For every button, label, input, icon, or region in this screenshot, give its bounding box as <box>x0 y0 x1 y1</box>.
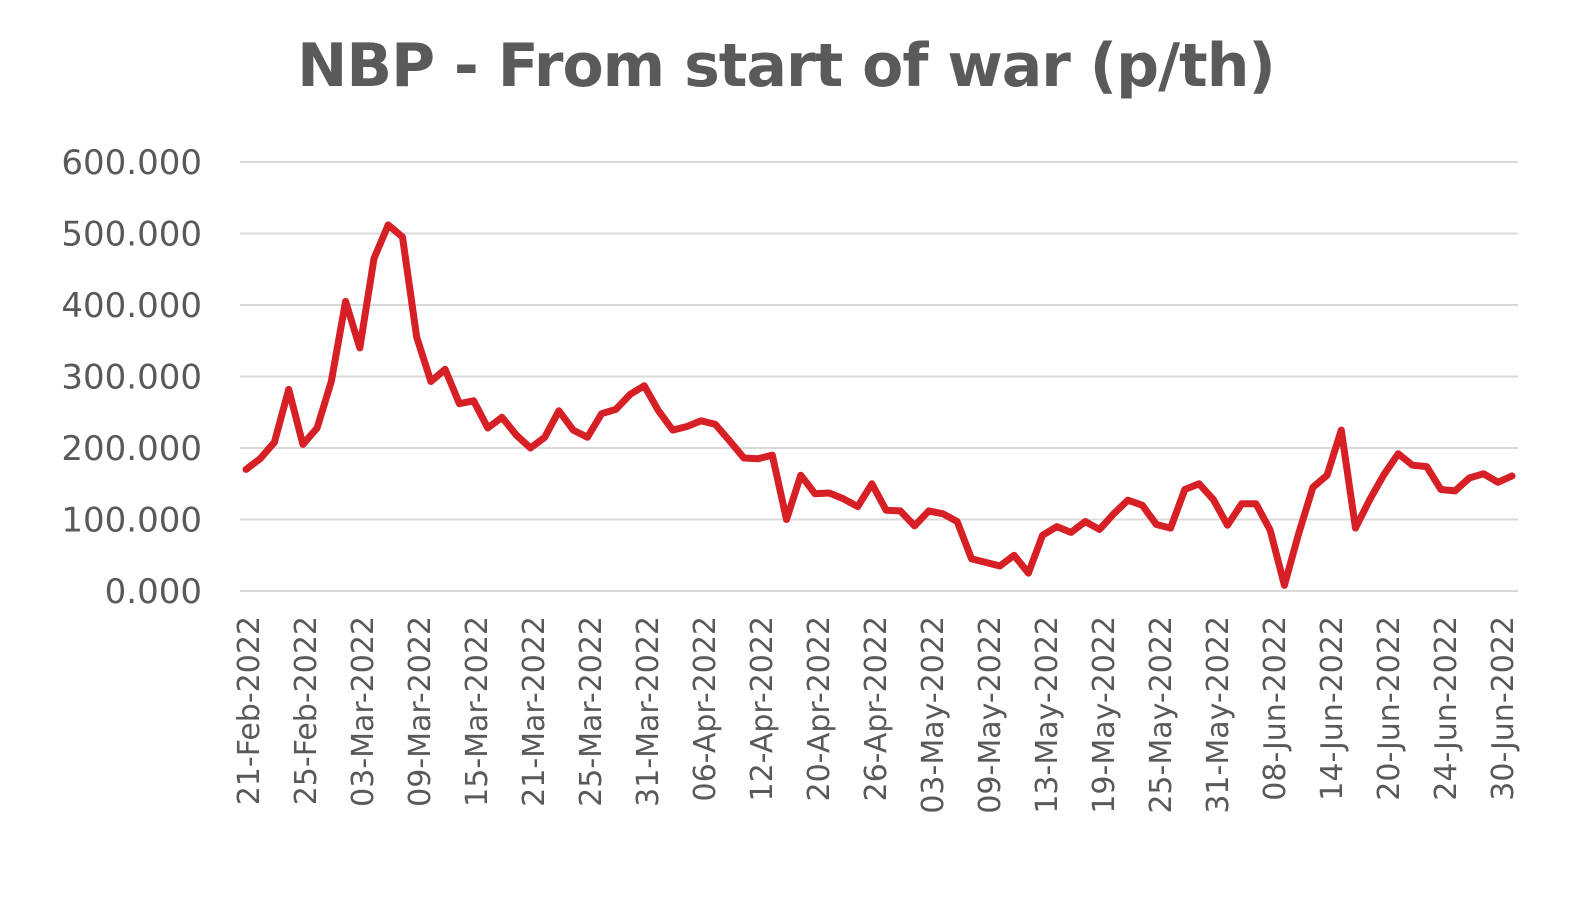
x-tick-label-21: 24-Jun-2022 <box>1429 616 1464 801</box>
y-tick-label-3: 300.000 <box>61 358 202 398</box>
x-tick-label-11: 26-Apr-2022 <box>859 616 894 802</box>
x-tick-label-1: 25-Feb-2022 <box>289 616 324 805</box>
x-tick-label-3: 09-Mar-2022 <box>403 616 438 807</box>
x-tick-label-2: 03-Mar-2022 <box>346 616 381 807</box>
y-tick-label-5: 500.000 <box>61 215 202 255</box>
x-tick-label-16: 25-May-2022 <box>1144 616 1179 814</box>
gridlines <box>240 161 1518 592</box>
x-tick-label-22: 30-Jun-2022 <box>1486 616 1521 801</box>
x-tick-label-8: 06-Apr-2022 <box>688 616 723 802</box>
x-tick-label-13: 09-May-2022 <box>973 616 1008 814</box>
x-tick-label-14: 13-May-2022 <box>1030 616 1065 814</box>
x-tick-label-17: 31-May-2022 <box>1201 616 1236 814</box>
series-line-0 <box>242 221 1516 589</box>
y-tick-label-4: 400.000 <box>61 286 202 326</box>
x-tick-label-19: 14-Jun-2022 <box>1315 616 1350 801</box>
chart-title: NBP - From start of war (p/th) <box>297 31 1276 101</box>
x-tick-label-10: 20-Apr-2022 <box>802 616 837 802</box>
x-tick-label-12: 03-May-2022 <box>916 616 951 814</box>
x-tick-label-6: 25-Mar-2022 <box>574 616 609 807</box>
x-axis-tick-labels: 21-Feb-2022 25-Feb-2022 03-Mar-2022 09-Mar-… <box>232 616 1521 814</box>
y-axis-tick-labels: 0.000 100.000 200.000 300.000 400.000 500.000… <box>61 143 202 612</box>
x-tick-label-4: 15-Mar-2022 <box>460 616 495 807</box>
x-tick-label-18: 08-Jun-2022 <box>1258 616 1293 801</box>
x-tick-label-15: 19-May-2022 <box>1087 616 1122 814</box>
y-tick-label-6: 600.000 <box>61 143 202 183</box>
y-tick-label-1: 100.000 <box>61 501 202 541</box>
y-tick-label-2: 200.000 <box>61 429 202 469</box>
x-tick-label-0: 21-Feb-2022 <box>232 616 267 805</box>
series-layer <box>242 221 1516 589</box>
x-tick-label-5: 21-Mar-2022 <box>517 616 552 807</box>
x-tick-label-20: 20-Jun-2022 <box>1372 616 1407 801</box>
y-tick-label-0: 0.000 <box>105 572 202 612</box>
x-tick-label-9: 12-Apr-2022 <box>745 616 780 802</box>
x-tick-label-7: 31-Mar-2022 <box>631 616 666 807</box>
